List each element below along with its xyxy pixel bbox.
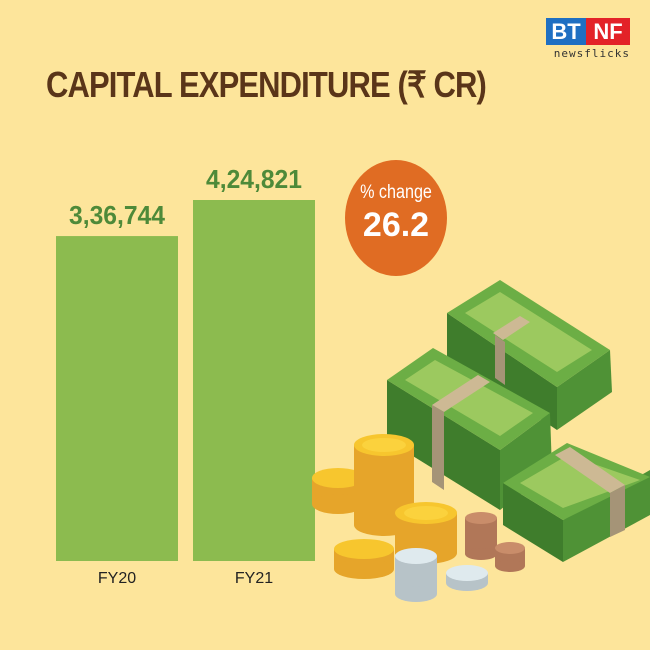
value-label: 3,36,744	[69, 200, 166, 230]
chart-title: CAPITAL EXPENDITURE (₹ CR)	[46, 64, 487, 105]
logo-bt: BT	[546, 18, 586, 45]
bar-FY21	[193, 200, 315, 561]
percent-change-callout: % change 26.2	[345, 160, 447, 276]
brand-logo: BT NF newsflicks	[546, 18, 630, 60]
coin-stacks	[312, 434, 525, 602]
cash-bundle-middle	[387, 348, 552, 510]
bar-FY20	[56, 236, 178, 561]
category-label: FY21	[235, 570, 273, 587]
cash-bundle-right	[503, 443, 650, 562]
value-label: 4,24,821	[206, 164, 302, 194]
logo-subtitle: newsflicks	[553, 47, 630, 60]
logo-nf: NF	[586, 18, 630, 45]
callout-label: % change	[360, 182, 432, 203]
cash-bundle-top	[447, 280, 612, 430]
category-label: FY20	[98, 570, 136, 587]
callout-value: 26.2	[362, 206, 430, 244]
